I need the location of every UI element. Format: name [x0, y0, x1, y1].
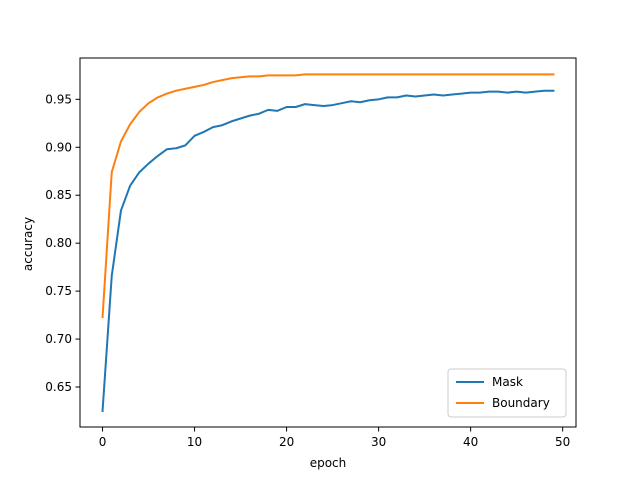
y-tick-label: 0.65	[45, 380, 72, 394]
x-tick-label: 30	[371, 435, 386, 449]
x-tick-label: 50	[555, 435, 570, 449]
series-line-boundary	[101, 73, 555, 319]
x-tick-label: 20	[279, 435, 294, 449]
x-tick-label: 0	[99, 435, 107, 449]
legend: Mask Boundary	[447, 368, 567, 418]
y-tick-label: 0.85	[45, 188, 72, 202]
y-axis-label: accuracy	[21, 217, 35, 271]
x-axis-label: epoch	[310, 456, 347, 470]
series-line-mask	[101, 89, 555, 413]
y-tick-label: 0.75	[45, 284, 72, 298]
legend-label-mask: Mask	[492, 375, 523, 389]
axes-layer: 0 10 20 30 40 50 0.65 0.70 0.75 0.80 0.85 0.90 0.95	[45, 57, 577, 449]
y-tick-label: 0.80	[45, 236, 72, 250]
series-layer	[101, 73, 555, 413]
legend-label-boundary: Boundary	[492, 396, 550, 410]
x-tick-label: 40	[463, 435, 478, 449]
x-tick-label: 10	[187, 435, 202, 449]
y-tick-label: 0.70	[45, 332, 72, 346]
y-tick-label: 0.90	[45, 140, 72, 154]
axes-frame	[79, 57, 577, 428]
y-tick-label: 0.95	[45, 92, 72, 106]
